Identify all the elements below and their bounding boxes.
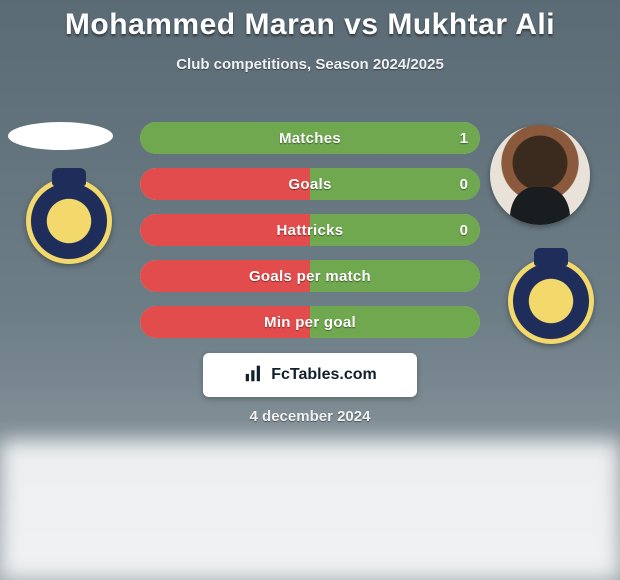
- brand-text: FcTables.com: [271, 366, 377, 384]
- player-left-club-badge: [26, 178, 112, 264]
- stat-row: Goals per match: [140, 260, 480, 292]
- stats-rows: Matches1Goals0Hattricks0Goals per matchM…: [140, 122, 480, 352]
- stat-value-right: 0: [460, 214, 468, 246]
- stat-value-right: 0: [460, 168, 468, 200]
- stat-row: Goals0: [140, 168, 480, 200]
- stat-label: Hattricks: [140, 214, 480, 246]
- page-subtitle: Club competitions, Season 2024/2025: [0, 56, 620, 73]
- brand-badge[interactable]: FcTables.com: [203, 353, 417, 397]
- page-title: Mohammed Maran vs Mukhtar Ali: [0, 0, 620, 42]
- stat-label: Min per goal: [140, 306, 480, 338]
- stat-label: Goals: [140, 168, 480, 200]
- stat-row: Matches1: [140, 122, 480, 154]
- stat-label: Goals per match: [140, 260, 480, 292]
- chart-icon: [243, 362, 265, 389]
- stat-value-right: 1: [460, 122, 468, 154]
- player-right-club-badge: [508, 258, 594, 344]
- stat-row: Hattricks0: [140, 214, 480, 246]
- player-left-avatar: [8, 122, 113, 150]
- stat-label: Matches: [140, 122, 480, 154]
- stat-row: Min per goal: [140, 306, 480, 338]
- player-right-avatar: [490, 125, 590, 225]
- snapshot-date: 4 december 2024: [0, 408, 620, 425]
